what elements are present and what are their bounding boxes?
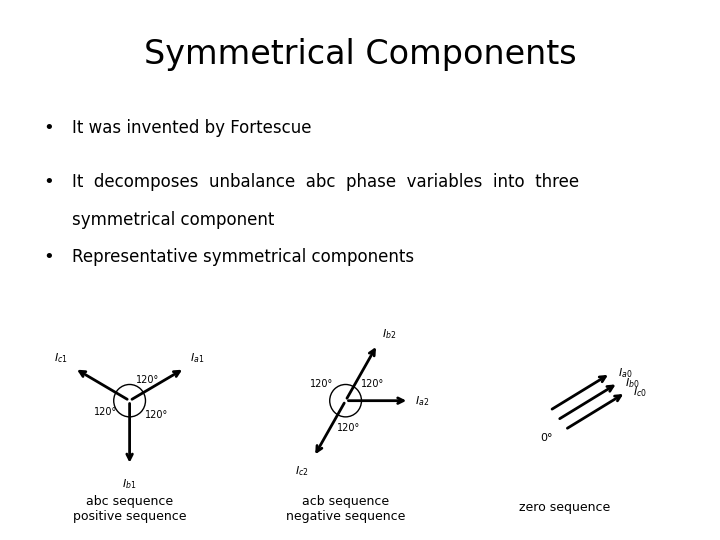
Text: $I_{a1}$: $I_{a1}$: [189, 351, 204, 365]
Text: 120°: 120°: [310, 380, 333, 389]
Text: $I_{b1}$: $I_{b1}$: [122, 477, 137, 491]
Text: acb sequence: acb sequence: [302, 495, 390, 508]
Text: 120°: 120°: [361, 380, 384, 389]
Text: $I_{a2}$: $I_{a2}$: [415, 394, 430, 408]
Text: $I_{c2}$: $I_{c2}$: [295, 464, 309, 478]
Text: zero sequence: zero sequence: [519, 501, 611, 514]
Text: $I_{b2}$: $I_{b2}$: [382, 328, 397, 341]
Text: 120°: 120°: [337, 423, 361, 433]
Text: •: •: [43, 119, 54, 137]
Text: abc sequence: abc sequence: [86, 495, 174, 508]
Text: negative sequence: negative sequence: [286, 510, 405, 523]
Text: $I_{c0}$: $I_{c0}$: [633, 386, 647, 400]
Text: It  decomposes  unbalance  abc  phase  variables  into  three: It decomposes unbalance abc phase variab…: [72, 173, 579, 191]
Text: It was invented by Fortescue: It was invented by Fortescue: [72, 119, 312, 137]
Text: symmetrical component: symmetrical component: [72, 211, 274, 228]
Text: 120°: 120°: [94, 407, 117, 417]
Text: Symmetrical Components: Symmetrical Components: [144, 38, 576, 71]
Text: $I_{b0}$: $I_{b0}$: [626, 376, 640, 390]
Text: $I_{c1}$: $I_{c1}$: [55, 351, 68, 365]
Text: 0°: 0°: [540, 433, 552, 443]
Text: •: •: [43, 248, 54, 266]
Text: 120°: 120°: [136, 375, 159, 385]
Text: •: •: [43, 173, 54, 191]
Text: 120°: 120°: [145, 410, 168, 420]
Text: positive sequence: positive sequence: [73, 510, 186, 523]
Text: Representative symmetrical components: Representative symmetrical components: [72, 248, 414, 266]
Text: $I_{a0}$: $I_{a0}$: [618, 367, 632, 380]
